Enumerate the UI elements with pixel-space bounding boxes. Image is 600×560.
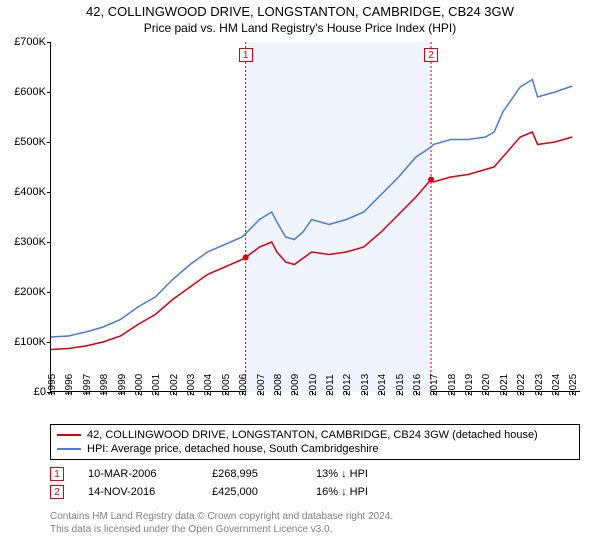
x-axis-label: 1995 bbox=[47, 374, 58, 396]
x-axis-label: 2004 bbox=[203, 374, 214, 396]
x-axis-label: 2017 bbox=[429, 374, 440, 396]
plot-region: 1 2 bbox=[50, 42, 580, 392]
legend-swatch-hpi bbox=[57, 448, 81, 450]
x-axis-label: 1998 bbox=[99, 374, 110, 396]
x-axis-label: 2001 bbox=[151, 374, 162, 396]
y-axis-label: £0 bbox=[34, 386, 46, 398]
event-dot-2 bbox=[428, 177, 434, 183]
event-diff-2: 16% ↓ HPI bbox=[316, 486, 416, 498]
x-axis-label: 2011 bbox=[325, 374, 336, 396]
event-number-1: 1 bbox=[50, 467, 64, 481]
shaded-range bbox=[246, 42, 431, 392]
legend-label-hpi: HPI: Average price, detached house, Sout… bbox=[87, 443, 378, 455]
event-number-2: 2 bbox=[50, 485, 64, 499]
title-block: 42, COLLINGWOOD DRIVE, LONGSTANTON, CAMB… bbox=[0, 0, 600, 37]
chart-title: 42, COLLINGWOOD DRIVE, LONGSTANTON, CAMB… bbox=[0, 4, 600, 19]
x-axis-label: 2023 bbox=[534, 374, 545, 396]
event-marker-1: 1 bbox=[239, 48, 253, 62]
legend-swatch-property bbox=[57, 434, 81, 436]
x-axis-label: 2008 bbox=[273, 374, 284, 396]
event-marker-2: 2 bbox=[424, 48, 438, 62]
x-axis-label: 2024 bbox=[551, 374, 562, 396]
footnote: Contains HM Land Registry data © Crown c… bbox=[50, 510, 580, 536]
x-axis-label: 1996 bbox=[64, 374, 75, 396]
x-axis-label: 2007 bbox=[256, 374, 267, 396]
x-axis-label: 2015 bbox=[395, 374, 406, 396]
chart-area: 1 2 £0£100K£200K£300K£400K£500K£600K£700… bbox=[50, 42, 580, 392]
x-axis-label: 1999 bbox=[117, 374, 128, 396]
y-axis-label: £100K bbox=[14, 336, 46, 348]
legend: 42, COLLINGWOOD DRIVE, LONGSTANTON, CAMB… bbox=[50, 424, 580, 460]
x-axis-label: 2014 bbox=[377, 374, 388, 396]
x-axis-label: 1997 bbox=[82, 374, 93, 396]
event-diff-1: 13% ↓ HPI bbox=[316, 468, 416, 480]
x-axis-label: 2005 bbox=[221, 374, 232, 396]
x-axis-label: 2013 bbox=[360, 374, 371, 396]
chart-subtitle: Price paid vs. HM Land Registry's House … bbox=[0, 21, 600, 35]
y-axis-label: £300K bbox=[14, 236, 46, 248]
events-table: 1 10-MAR-2006 £268,995 13% ↓ HPI 2 14-NO… bbox=[50, 465, 580, 501]
y-axis-label: £500K bbox=[14, 136, 46, 148]
event-price-1: £268,995 bbox=[212, 468, 292, 480]
y-axis-label: £200K bbox=[14, 286, 46, 298]
x-axis-label: 2006 bbox=[238, 374, 249, 396]
x-axis-label: 2012 bbox=[342, 374, 353, 396]
x-axis-label: 2019 bbox=[464, 374, 475, 396]
x-axis-label: 2022 bbox=[516, 374, 527, 396]
event-date-1: 10-MAR-2006 bbox=[88, 468, 188, 480]
x-axis-label: 2010 bbox=[308, 374, 319, 396]
x-axis-label: 2020 bbox=[481, 374, 492, 396]
legend-item-property: 42, COLLINGWOOD DRIVE, LONGSTANTON, CAMB… bbox=[57, 428, 573, 442]
chart-container: 42, COLLINGWOOD DRIVE, LONGSTANTON, CAMB… bbox=[0, 0, 600, 560]
x-axis-label: 2021 bbox=[499, 374, 510, 396]
x-axis-label: 2016 bbox=[412, 374, 423, 396]
y-axis-label: £400K bbox=[14, 186, 46, 198]
event-price-2: £425,000 bbox=[212, 486, 292, 498]
footnote-line-1: Contains HM Land Registry data © Crown c… bbox=[50, 510, 580, 523]
x-axis-label: 2000 bbox=[134, 374, 145, 396]
y-axis-label: £700K bbox=[14, 36, 46, 48]
event-row-2: 2 14-NOV-2016 £425,000 16% ↓ HPI bbox=[50, 483, 580, 501]
x-axis-label: 2009 bbox=[290, 374, 301, 396]
x-axis-label: 2025 bbox=[568, 374, 579, 396]
x-axis-label: 2018 bbox=[447, 374, 458, 396]
footnote-line-2: This data is licensed under the Open Gov… bbox=[50, 523, 580, 536]
y-axis-label: £600K bbox=[14, 86, 46, 98]
legend-item-hpi: HPI: Average price, detached house, Sout… bbox=[57, 442, 573, 456]
x-axis-label: 2002 bbox=[169, 374, 180, 396]
event-date-2: 14-NOV-2016 bbox=[88, 486, 188, 498]
x-axis-label: 2003 bbox=[186, 374, 197, 396]
event-row-1: 1 10-MAR-2006 £268,995 13% ↓ HPI bbox=[50, 465, 580, 483]
chart-svg bbox=[51, 42, 581, 392]
legend-label-property: 42, COLLINGWOOD DRIVE, LONGSTANTON, CAMB… bbox=[87, 429, 538, 441]
event-dot-1 bbox=[243, 255, 249, 261]
